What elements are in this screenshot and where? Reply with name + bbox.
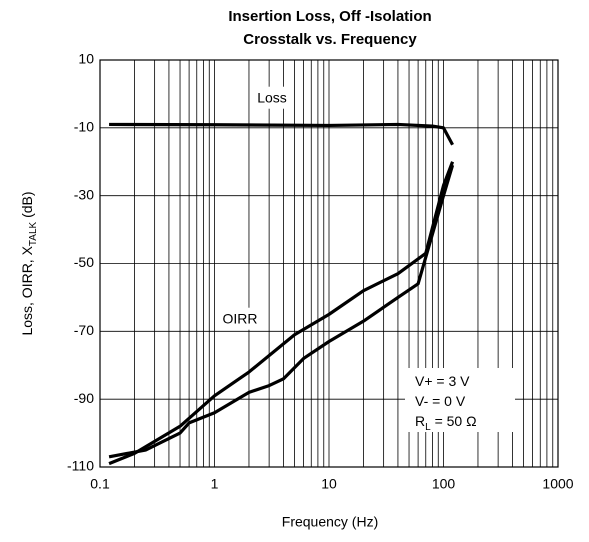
annotation: V- = 0 V — [415, 393, 466, 409]
y-axis-label: Loss, OIRR, XTALK (dB) — [19, 191, 39, 335]
annotation-part: V+ = 3 V — [415, 373, 470, 389]
y-tick-label: -90 — [74, 390, 94, 406]
y-tick-label: -110 — [67, 458, 94, 474]
y-tick-label: -50 — [74, 254, 94, 270]
x-tick-label: 10 — [321, 476, 337, 492]
annotation-part: L — [425, 422, 431, 433]
y-axis-label-part: Loss, OIRR, X — [19, 245, 35, 335]
annotation-part: R — [415, 413, 425, 429]
series-label: OIRR — [223, 311, 258, 327]
chart-title: Crosstalk vs. Frequency — [243, 31, 417, 48]
x-tick-label: 0.1 — [90, 476, 110, 492]
plot-frame — [99, 59, 559, 468]
y-tick-label: -30 — [74, 186, 94, 202]
y-tick-label: 10 — [78, 51, 94, 67]
line-series — [108, 161, 455, 466]
annotation-box — [405, 368, 515, 432]
y-axis-label-part: (dB) — [19, 191, 35, 221]
annotation: RL = 50 Ω — [415, 413, 477, 433]
line-series — [108, 164, 455, 459]
y-axis-label-part: TALK — [28, 221, 39, 246]
line-series — [109, 122, 454, 146]
annotation: V+ = 3 V — [415, 373, 470, 389]
y-tick-label: -10 — [74, 119, 94, 135]
x-tick-label: 100 — [432, 476, 456, 492]
series-label-bg — [251, 86, 293, 109]
series-label-bg — [216, 307, 264, 330]
x-tick-label: 1000 — [542, 476, 573, 492]
annotation-part: V- = 0 V — [415, 393, 466, 409]
series-label: Loss — [257, 90, 287, 106]
x-axis-label: Frequency (Hz) — [282, 514, 378, 530]
annotation-part: = 50 Ω — [431, 413, 477, 429]
y-tick-label: -70 — [74, 322, 94, 338]
chart-title: Insertion Loss, Off -Isolation — [228, 8, 431, 25]
x-tick-label: 1 — [211, 476, 219, 492]
